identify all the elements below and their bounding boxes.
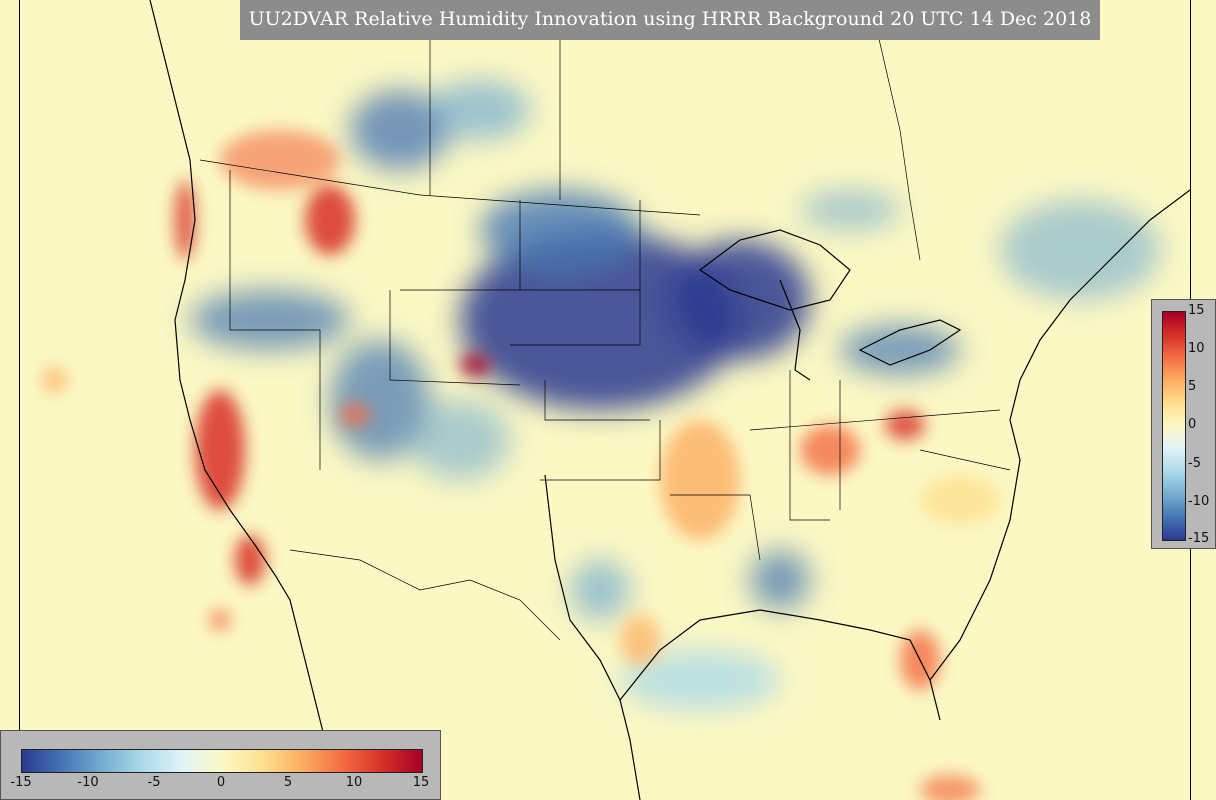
positive-anomaly-regions (43, 130, 1000, 800)
vertical-colorbar-tick: -5 (1188, 456, 1201, 471)
map-frame-left (19, 0, 20, 730)
horizontal-colorbar-tick: 5 (283, 775, 293, 790)
vertical-colorbar-tick: 5 (1188, 379, 1197, 394)
horizontal-colorbar-ramp (21, 749, 423, 773)
vertical-colorbar: 15 10 5 0 -5 -10 -15 (1151, 299, 1216, 549)
vertical-colorbar-tick: 15 (1188, 303, 1205, 318)
map-title: UU2DVAR Relative Humidity Innovation usi… (240, 0, 1100, 40)
coastlines (149, 0, 1191, 800)
vertical-colorbar-tick: -10 (1188, 494, 1210, 509)
horizontal-colorbar: -15 -10 -5 0 5 10 15 (0, 730, 441, 800)
horizontal-colorbar-tick: 0 (216, 775, 226, 790)
vertical-colorbar-tick: 10 (1188, 341, 1205, 356)
boundaries (199, 0, 1011, 641)
horizontal-colorbar-tick: -10 (77, 775, 99, 790)
horizontal-colorbar-tick: -5 (147, 775, 161, 790)
horizontal-colorbar-tick: -15 (10, 775, 32, 790)
horizontal-colorbar-tick: 10 (345, 775, 363, 790)
horizontal-colorbar-tick: 15 (412, 775, 430, 790)
vertical-colorbar-tick: 0 (1188, 417, 1197, 432)
vertical-colorbar-ramp (1162, 311, 1186, 541)
vertical-colorbar-tick: -15 (1188, 531, 1210, 546)
